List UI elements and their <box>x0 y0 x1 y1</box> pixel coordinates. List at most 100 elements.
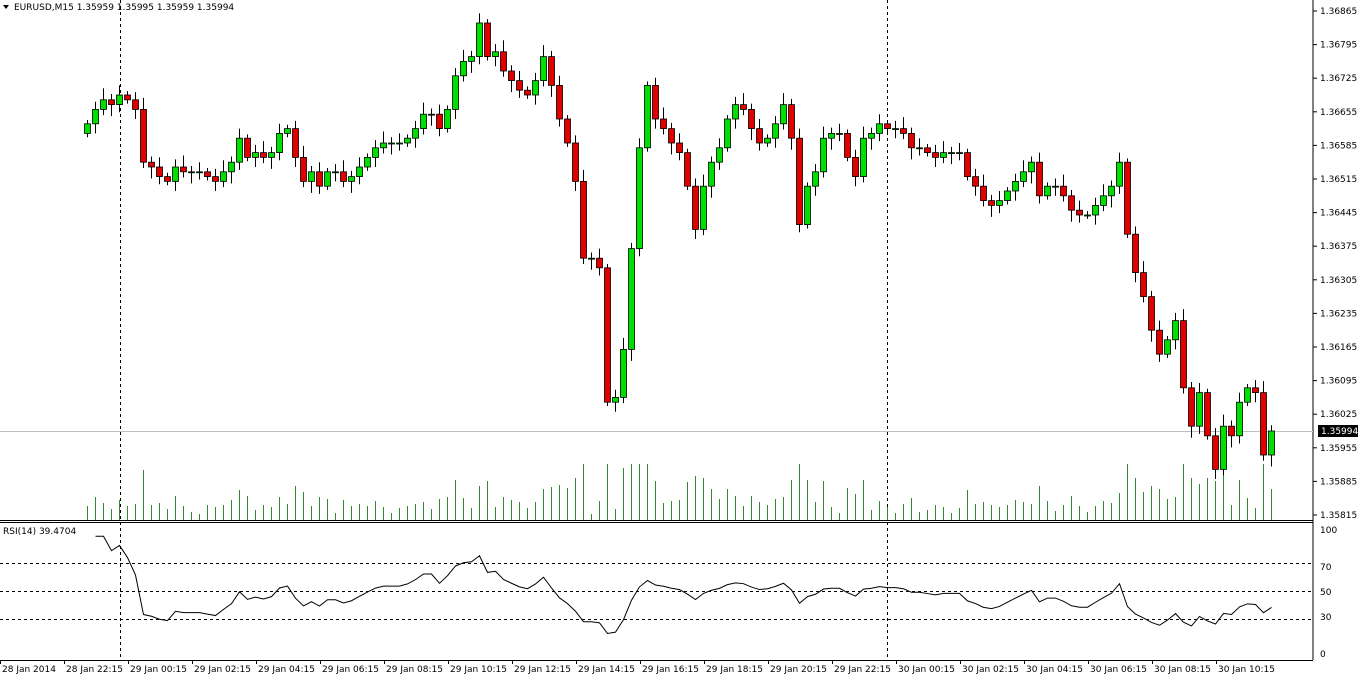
candle-bear <box>156 166 163 177</box>
candle-bear <box>740 104 747 110</box>
candle-bear <box>516 80 523 91</box>
candle-bull <box>420 113 427 129</box>
candle-bull <box>868 132 875 139</box>
candle-bull <box>228 161 235 173</box>
candle-bull <box>620 348 627 398</box>
time-tick-label: 30 Jan 06:15 <box>1090 665 1147 675</box>
candle-bull <box>1092 204 1099 216</box>
candle-bull <box>308 171 315 182</box>
candle-bear <box>556 85 563 120</box>
candle-bull <box>1028 161 1035 173</box>
price-tick-label: 1.36165 <box>1320 343 1357 353</box>
candle-bear <box>1076 209 1083 216</box>
time-tick-label: 29 Jan 00:15 <box>130 665 187 675</box>
time-tick-label: 29 Jan 04:15 <box>258 665 315 675</box>
candle-bull <box>1100 195 1107 206</box>
candle-bull <box>812 171 819 187</box>
candle-bear <box>108 99 115 106</box>
candle-bear <box>484 22 491 57</box>
candle-bear <box>500 51 507 72</box>
candle-bear <box>1188 387 1195 427</box>
candle-bull <box>588 257 595 260</box>
candle-bull <box>356 166 363 177</box>
candle-bull <box>876 123 883 134</box>
candle-bear <box>1036 161 1043 197</box>
volume-bars <box>87 464 1272 520</box>
candle-bear <box>564 118 571 144</box>
candle-bull <box>332 171 339 174</box>
price-tick-label: 1.35815 <box>1320 511 1357 521</box>
candle-bull <box>1244 387 1251 403</box>
price-tick-label: 1.36235 <box>1320 309 1357 319</box>
candle-bear <box>1260 392 1267 456</box>
candle-bull <box>468 56 475 62</box>
candle-bull <box>1164 339 1171 355</box>
candle-bull <box>724 118 731 149</box>
candle-bull <box>196 171 203 174</box>
candle-bear <box>340 171 347 182</box>
time-tick-label: 29 Jan 16:15 <box>642 665 699 675</box>
price-tick-label: 1.36865 <box>1320 7 1357 17</box>
candle-bear <box>844 132 851 158</box>
time-tick-label: 29 Jan 08:15 <box>386 665 443 675</box>
candle-bull <box>628 248 635 350</box>
rsi-line <box>95 535 1272 635</box>
time-tick-label: 29 Jan 02:15 <box>194 665 251 675</box>
candle-bear <box>1228 425 1235 437</box>
candle-bull <box>644 85 651 149</box>
candle-bull <box>780 104 787 125</box>
candle-bull <box>540 56 547 81</box>
candle-bull <box>452 75 459 110</box>
candle-bull <box>836 132 843 135</box>
candle-bear <box>140 109 147 163</box>
candle-bull <box>804 185 811 225</box>
candle-bull <box>84 123 91 134</box>
time-tick-label: 28 Jan 2014 <box>2 665 56 675</box>
candle-bear <box>1140 272 1147 298</box>
triangle-down-icon[interactable] <box>3 5 9 9</box>
candle-bull <box>764 137 771 144</box>
candle-bear <box>212 176 219 182</box>
time-tick-label: 29 Jan 20:15 <box>770 665 827 675</box>
time-tick-label: 29 Jan 12:15 <box>514 665 571 675</box>
candle-bull <box>404 137 411 144</box>
candle-bull <box>772 123 779 139</box>
candle-bull <box>916 147 923 150</box>
candle-bull <box>940 152 947 158</box>
candle-bear <box>548 56 555 86</box>
candle-bull <box>396 142 403 145</box>
candle-bear <box>164 176 171 182</box>
candle-bull <box>268 152 275 158</box>
price-axis: 1.36865 1.36795 1.36725 1.36655 1.36585 1.365… <box>1313 7 1357 521</box>
candle-bear <box>300 156 307 182</box>
time-tick-label: 28 Jan 22:15 <box>66 665 123 675</box>
candle-bull <box>220 171 227 182</box>
time-tick-label: 29 Jan 10:15 <box>450 665 507 675</box>
candle-bear <box>1124 161 1131 235</box>
candle-bull <box>1268 430 1275 456</box>
time-tick-label: 30 Jan 02:15 <box>962 665 1019 675</box>
candle-bear <box>524 89 531 96</box>
candle-bear <box>148 161 155 168</box>
time-tick-label: 30 Jan 00:15 <box>898 665 955 675</box>
candle-bear <box>980 185 987 201</box>
candle-bear <box>796 137 803 225</box>
candle-bull <box>1172 320 1179 341</box>
candle-bear <box>1148 296 1155 331</box>
price-tick-label: 1.35955 <box>1320 444 1357 454</box>
candle-bull <box>252 152 259 158</box>
main-plot-frame <box>0 0 1313 520</box>
candle-bull <box>1012 180 1019 192</box>
candle-bull <box>172 166 179 182</box>
candle-bull <box>100 99 107 110</box>
candle-bull <box>380 142 387 149</box>
candle-bear <box>292 128 299 158</box>
candle-bull <box>92 109 99 125</box>
candle-bear <box>316 171 323 187</box>
rsi-tick-label: 100 <box>1320 526 1337 536</box>
candle-bull <box>188 171 195 174</box>
candle-bull <box>892 128 899 131</box>
candle-bear <box>900 128 907 134</box>
candle-bear <box>1060 185 1067 197</box>
